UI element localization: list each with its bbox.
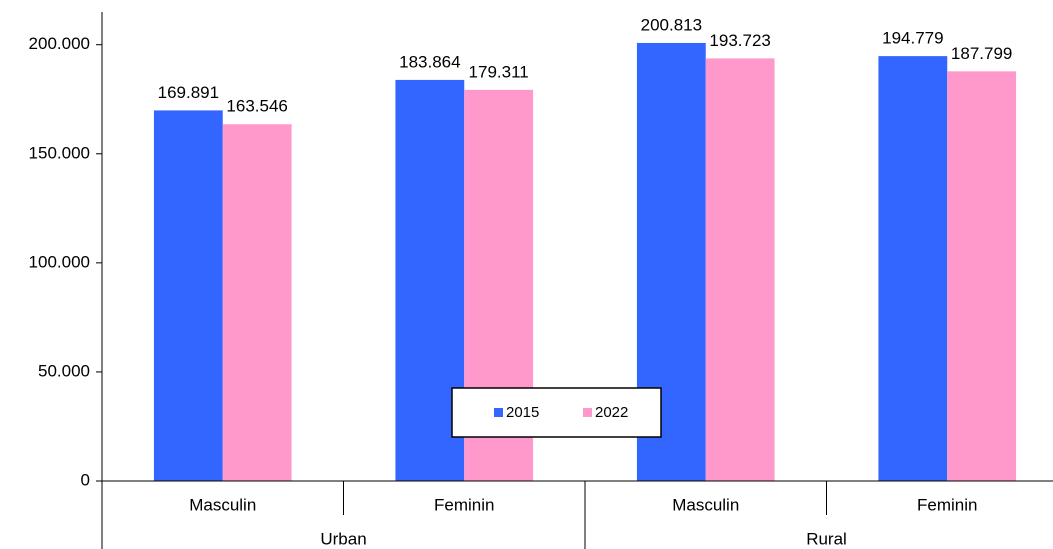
bar — [947, 71, 1017, 482]
bar — [705, 58, 775, 482]
legend-box — [451, 387, 662, 438]
y-tick-label: 200.000 — [29, 34, 90, 53]
legend-swatch — [494, 408, 503, 417]
x-tick-label: Feminin — [917, 495, 977, 514]
value-label: 163.546 — [226, 97, 287, 116]
legend-label: 2022 — [595, 404, 628, 421]
bar — [153, 110, 223, 481]
y-tick-label: 100.000 — [29, 252, 90, 271]
group-label: Urban — [320, 529, 366, 548]
value-label: 179.311 — [469, 62, 529, 81]
x-tick-label: Masculin — [672, 495, 739, 514]
value-label: 187.799 — [951, 44, 1012, 63]
bar — [878, 56, 948, 482]
group-label: Rural — [806, 529, 847, 548]
legend-label: 2015 — [506, 404, 539, 421]
value-label: 193.723 — [709, 31, 770, 50]
y-tick-label: 150.000 — [29, 143, 90, 162]
value-label: 194.779 — [882, 29, 943, 48]
bar — [222, 124, 292, 481]
y-tick-label: 0 — [81, 470, 90, 489]
x-tick-label: Masculin — [189, 495, 256, 514]
legend-swatch — [583, 408, 592, 417]
value-label: 169.891 — [158, 83, 219, 102]
value-label: 183.864 — [399, 52, 460, 71]
value-label: 200.813 — [641, 15, 702, 34]
legend: 2015 2022 — [451, 387, 662, 438]
x-tick-label: Feminin — [434, 495, 494, 514]
y-tick-label: 50.000 — [38, 361, 90, 380]
